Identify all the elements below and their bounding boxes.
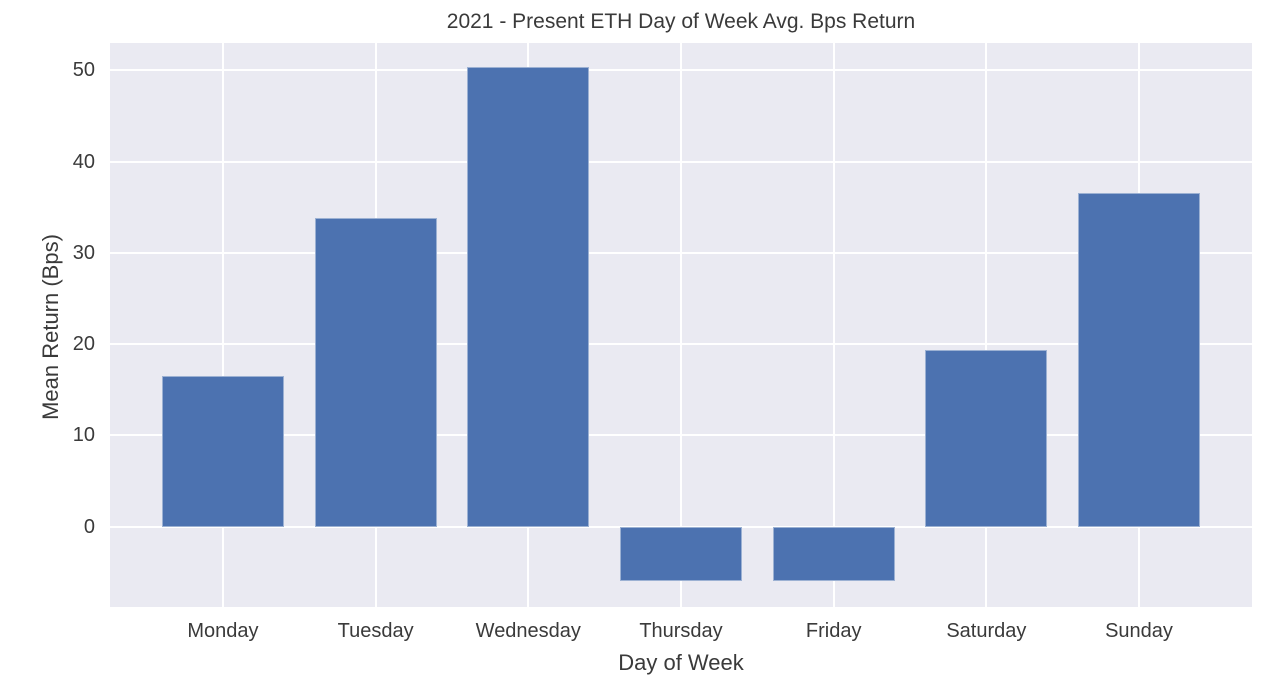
- y-tick-label-0: 0: [83, 515, 95, 538]
- bar-saturday: [925, 349, 1048, 527]
- bar-thursday: [619, 526, 743, 581]
- x-tick-label-sunday: Sunday: [1105, 620, 1173, 642]
- bar-sunday: [1077, 192, 1201, 527]
- chart-title: 2021 - Present ETH Day of Week Avg. Bps …: [446, 10, 916, 33]
- bar-wednesday: [467, 66, 590, 527]
- y-tick-label-30: 30: [72, 241, 95, 264]
- x-tick-label-saturday: Saturday: [946, 620, 1027, 642]
- y-axis-tick-labels: 0 10 20 30 40 50: [0, 0, 95, 689]
- x-axis-tick-labels: Monday Tuesday Wednesday Thursday Friday Satu…: [110, 619, 1252, 643]
- y-tick-label-40: 40: [72, 150, 95, 173]
- gridline-x-friday: [832, 43, 835, 607]
- bar-monday: [161, 376, 285, 527]
- bar-friday: [772, 526, 895, 582]
- gridline-x-saturday: [985, 43, 988, 607]
- y-tick-label-50: 50: [72, 59, 95, 82]
- x-axis-label: Day of Week: [618, 650, 744, 675]
- gridline-x-monday: [221, 43, 224, 607]
- plot-area: [110, 43, 1252, 607]
- x-tick-label-wednesday: Wednesday: [475, 620, 581, 642]
- y-tick-label-20: 20: [72, 333, 95, 356]
- x-tick-label-thursday: Thursday: [639, 620, 723, 642]
- y-tick-label-10: 10: [72, 424, 95, 447]
- x-tick-label-tuesday: Tuesday: [337, 620, 414, 642]
- x-tick-label-friday: Friday: [805, 620, 862, 642]
- x-tick-label-monday: Monday: [187, 620, 259, 642]
- bar-tuesday: [314, 218, 437, 527]
- y-axis-label-text: Mean Return (Bps): [38, 234, 63, 420]
- gridline-x-thursday: [680, 43, 682, 607]
